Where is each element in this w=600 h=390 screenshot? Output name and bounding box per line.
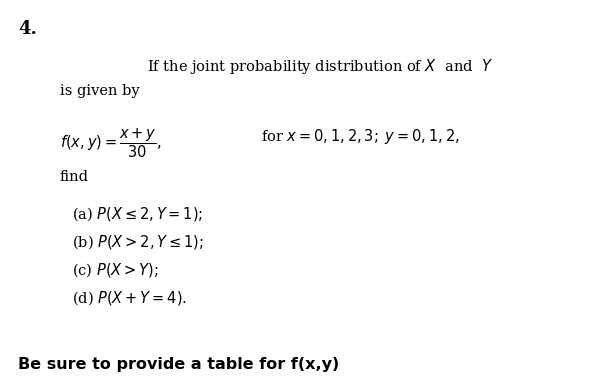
Text: $f(x, y) = \dfrac{x+y}{30},$: $f(x, y) = \dfrac{x+y}{30},$: [60, 127, 161, 160]
Text: find: find: [60, 170, 89, 184]
Text: is given by: is given by: [60, 84, 140, 98]
Text: Be sure to provide a table for f(x,y): Be sure to provide a table for f(x,y): [18, 358, 339, 372]
Text: (d) $P(X + Y = 4).$: (d) $P(X + Y = 4).$: [72, 289, 187, 307]
Text: for $x = 0, 1, 2, 3;\; y = 0, 1, 2,$: for $x = 0, 1, 2, 3;\; y = 0, 1, 2,$: [261, 127, 460, 146]
Text: (a) $P(X \leq 2, Y = 1);$: (a) $P(X \leq 2, Y = 1);$: [72, 205, 203, 223]
Text: If the joint probability distribution of $X$  and  $Y$: If the joint probability distribution of…: [147, 57, 493, 76]
Text: 4.: 4.: [18, 20, 37, 37]
Text: (c) $P(X > Y);$: (c) $P(X > Y);$: [72, 261, 158, 279]
Text: (b) $P(X > 2, Y \leq 1);$: (b) $P(X > 2, Y \leq 1);$: [72, 233, 204, 251]
